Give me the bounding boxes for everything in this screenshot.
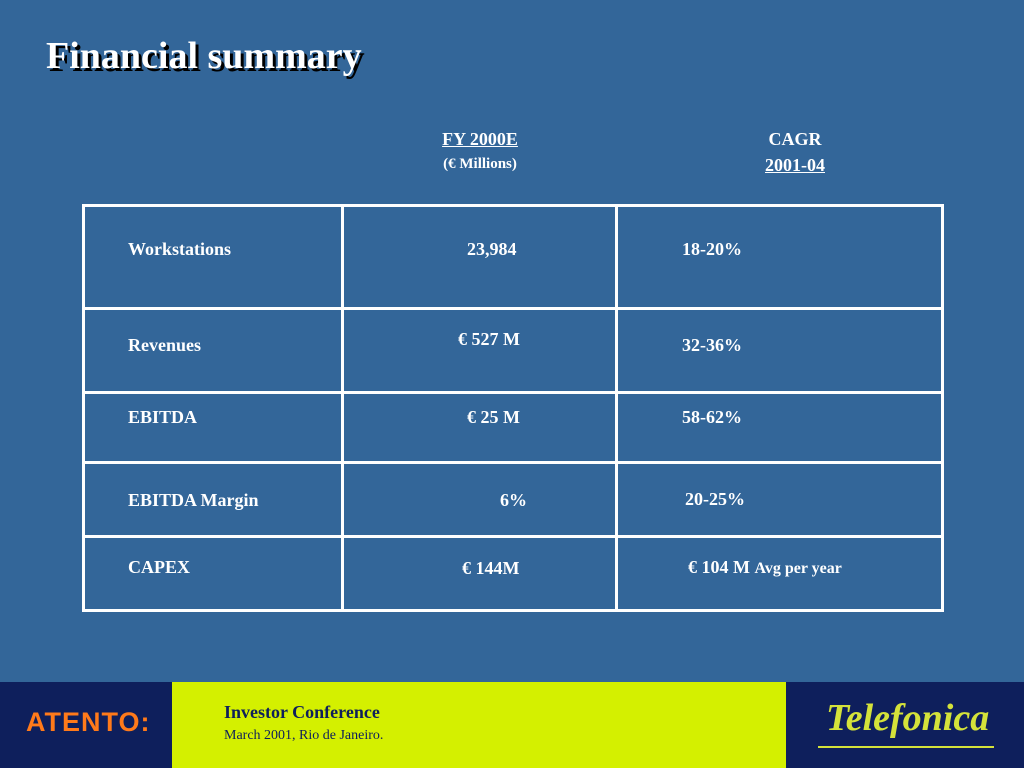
conference-panel: Investor Conference March 2001, Rio de J… (172, 682, 786, 768)
row-label-workstations: Workstations (128, 239, 232, 259)
telefonica-logo-panel: Telefonica (786, 682, 1024, 768)
table-divider (82, 461, 944, 464)
row-fy-revenues: € 527 M (458, 329, 520, 349)
cagr-label: CAGR (768, 129, 822, 149)
row-label-capex: CAPEX (128, 557, 190, 577)
row-label-ebitda: EBITDA (128, 407, 198, 427)
telefonica-logo-underline (818, 746, 994, 748)
conference-title: Investor Conference (224, 702, 380, 722)
table-divider (82, 307, 944, 310)
fy-unit: (€ Millions) (443, 156, 517, 172)
row-cagr-ebitda-margin: 20-25% (685, 489, 745, 509)
row-label-ebitda-margin: EBITDA Margin (128, 490, 259, 510)
row-fy-ebitda-margin: 6% (500, 490, 527, 510)
table-divider (82, 535, 944, 538)
table-column-divider (615, 204, 618, 612)
row-cagr-revenues: 32-36% (682, 335, 742, 355)
row-cagr-workstations: 18-20% (682, 239, 742, 259)
telefonica-logo: Telefonica (826, 697, 990, 739)
table-border-top (82, 204, 944, 207)
atento-logo: ATENTO: (26, 707, 151, 737)
table-border-bottom (82, 609, 944, 612)
row-fy-workstations: 23,984 (467, 239, 517, 259)
slide-title: Financial summary (46, 35, 362, 77)
table-column-divider (341, 204, 344, 612)
row-fy-capex: € 144M (462, 558, 520, 578)
table-divider (82, 391, 944, 394)
fy-column-header: FY 2000E (€ Millions) (400, 128, 560, 178)
row-cagr-ebitda: 58-62% (682, 407, 742, 427)
cagr-column-header: CAGR 2001-04 (715, 128, 875, 180)
footer-bar: ATENTO: Investor Conference March 2001, … (0, 682, 1024, 768)
table-border-left (82, 204, 85, 612)
cagr-period: 2001-04 (765, 155, 825, 175)
fy-label: FY 2000E (442, 129, 518, 149)
row-label-revenues: Revenues (128, 335, 201, 355)
summary-table (82, 204, 944, 612)
row-cagr-capex: € 104 M Avg per year (688, 557, 842, 578)
row-cagr-capex-value: € 104 M (688, 557, 750, 577)
row-fy-ebitda: € 25 M (467, 407, 520, 427)
table-border-right (941, 204, 944, 612)
conference-subtitle: March 2001, Rio de Janeiro. (224, 728, 384, 743)
atento-logo-panel: ATENTO: (0, 682, 172, 768)
row-cagr-capex-note: Avg per year (754, 560, 842, 577)
